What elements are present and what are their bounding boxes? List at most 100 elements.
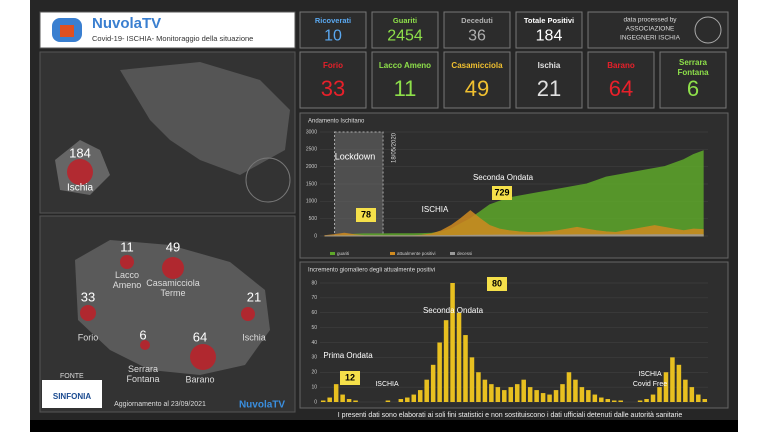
updated: Aggiornamento al 23/09/2021: [114, 401, 206, 408]
tile: [371, 51, 439, 109]
island: [75, 240, 270, 375]
bar: [469, 357, 475, 402]
bar: [547, 394, 552, 402]
bar: [385, 400, 391, 402]
bar: [320, 400, 326, 402]
tile: [659, 51, 727, 109]
credit-panel: [587, 11, 729, 49]
footer-bar: [30, 420, 738, 432]
y-tick-label: 500: [309, 216, 318, 222]
bar: [553, 390, 559, 402]
tile-label: Barano: [607, 61, 635, 70]
footer: I presenti dati sono elaborati ai soli f…: [338, 412, 683, 419]
bar: [527, 387, 533, 402]
y-tick-label: 1000: [306, 199, 317, 205]
bar: [599, 397, 604, 402]
annotation: ISCHIA: [375, 381, 399, 388]
tile: [443, 51, 511, 109]
brand: NuvolaTV: [239, 400, 285, 411]
bubbles: [80, 255, 255, 370]
tile: [515, 51, 583, 109]
bar: [566, 372, 572, 402]
tile-value: 33: [321, 76, 345, 101]
map-compass: [245, 157, 291, 203]
bubble: [80, 305, 96, 321]
map-label: Forio: [78, 332, 99, 342]
credit: data processed by: [623, 17, 677, 24]
brand: NuvolaTV: [92, 15, 161, 32]
bar: [450, 283, 455, 402]
y-tick-label: 20: [311, 370, 317, 376]
annotation-box: [487, 277, 507, 291]
annotation-box: [340, 371, 360, 385]
bar: [443, 320, 449, 402]
tile: [299, 11, 367, 49]
tile-value: 49: [465, 76, 489, 101]
credit: ASSOCIAZIONE: [626, 26, 675, 33]
bubble: [140, 340, 150, 350]
annotation: ISCHIA: [638, 371, 662, 378]
annotation: Seconda Ondata: [473, 173, 534, 182]
header-panel: [39, 11, 296, 49]
source-label: FONTE: [60, 373, 84, 380]
tile-value: 64: [609, 76, 633, 101]
bubble: [162, 257, 184, 279]
annotation: Covid Free: [633, 381, 667, 388]
legend-swatch: [390, 252, 395, 255]
area: [324, 150, 704, 237]
legend-label: decessi: [457, 251, 472, 256]
y-tick-label: 10: [311, 384, 317, 390]
y-tick-label: 30: [311, 355, 317, 361]
map-shape: [120, 62, 290, 175]
y-tick-label: 0: [314, 233, 317, 239]
area: [324, 234, 704, 237]
map-label: Casamicciola Terme: [146, 278, 200, 298]
y-tick-label: 70: [311, 295, 317, 301]
map-value: 21: [247, 289, 261, 304]
y-tick-label: 2000: [306, 164, 317, 170]
map-value: 184: [69, 145, 91, 160]
map-value: 64: [193, 329, 207, 344]
tile: [587, 51, 655, 109]
tile-label: Forio: [323, 61, 343, 70]
annotation: 78: [361, 209, 371, 219]
map-value: 6: [139, 327, 146, 342]
bar: [650, 394, 656, 402]
bar: [398, 399, 404, 402]
bar: [502, 390, 507, 402]
bar: [353, 400, 358, 402]
seal: [694, 16, 722, 44]
bar: [586, 390, 591, 402]
bar: [340, 394, 345, 402]
tile-value: 184: [536, 28, 563, 45]
bar: [663, 372, 669, 402]
source-name: SINFONIA: [53, 392, 91, 401]
annotation: 729: [494, 187, 509, 197]
bar: [573, 379, 578, 402]
tile-value: 11: [394, 76, 417, 101]
bar: [611, 400, 617, 402]
credit: INGEGNERI ISCHIA: [620, 35, 681, 42]
tile-value: 6: [687, 76, 699, 101]
annotation: ISCHIA: [422, 205, 449, 214]
bar: [534, 390, 539, 402]
bar: [495, 387, 501, 402]
chart-title: Incremento giornaliero degli attualmente…: [308, 268, 435, 274]
tile-value: 2454: [387, 28, 423, 45]
bar: [514, 384, 520, 402]
annotation-box: [356, 208, 376, 222]
subtitle: Covid-19- ISCHIA- Monitoraggio della sit…: [92, 34, 253, 43]
y-tick-label: 3000: [306, 129, 317, 135]
tile-label: Serrara Fontana: [677, 58, 709, 77]
tile-label: Deceduti: [461, 16, 493, 25]
annotation: Prima Ondata: [323, 351, 373, 360]
bar: [676, 364, 682, 402]
tile: [371, 11, 439, 49]
bar: [696, 394, 701, 402]
bar: [327, 397, 332, 402]
bar: [592, 394, 598, 402]
map-label: Ischia: [67, 183, 94, 194]
bar: [702, 399, 708, 402]
bar: [405, 397, 410, 402]
